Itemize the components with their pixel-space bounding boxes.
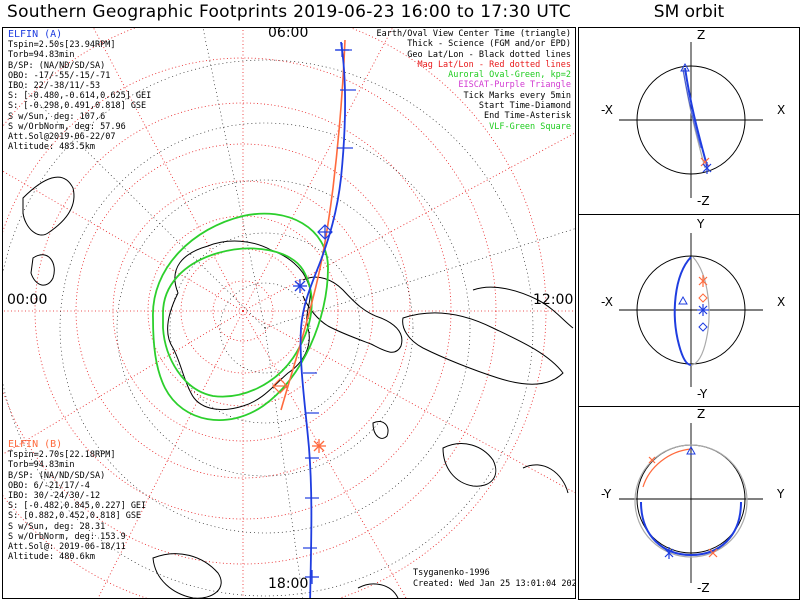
sm-xz-right: X — [777, 103, 786, 117]
center-asterisk-a — [293, 279, 307, 293]
sm-xz-bottom: -Z — [697, 194, 710, 208]
elfin-b-track — [280, 39, 346, 411]
start-diamond-b — [272, 378, 288, 394]
sm-yz-right: Y — [777, 487, 785, 501]
start-diamond-a — [317, 224, 333, 240]
sm-panel-xz: Z -Z -X X — [578, 27, 800, 215]
auroral-oval — [152, 212, 329, 421]
sm-xy-right: X — [777, 295, 786, 309]
elfin-a-line: S w/OrbNorm, deg: 57.96 — [8, 121, 126, 132]
elfin-a-line: Att.Sol@2019-06-22/07 — [8, 132, 116, 143]
plot-title: Southern Geographic Footprints 2019-06-2… — [6, 2, 571, 22]
sm-xy-left: -X — [601, 295, 613, 309]
created-stamp: Created: Wed Jan 25 13:01:04 2023 — [413, 579, 576, 589]
hour-label-left: 00:00 — [7, 292, 48, 308]
sm-panel-yz-canvas — [619, 423, 763, 583]
elfin-b-line: S: [0.882,0.452,0.818] GSE — [8, 511, 142, 522]
elfin-a-line: Tspin=2.50s[23.94RPM] — [8, 40, 116, 51]
top-asterisk — [335, 43, 349, 57]
elfin-a-line: B/SP: (NA/ND/SD/SA) — [8, 60, 106, 71]
elfin-a-line: S w/Sun, deg: 107.6 — [8, 111, 106, 122]
footprint-map: 06:00 00:00 12:00 18:00 Earth/Oval View … — [2, 27, 576, 599]
legend-item: Thick - Science (FGM and/or EPD) — [407, 39, 571, 50]
sm-panel-xy: Y -Y -X X — [578, 214, 800, 407]
elfin-a-track — [299, 41, 347, 598]
elfin-a-line: IBO: 22/-38/11/-53 — [8, 81, 101, 92]
sm-yz-bottom: -Z — [697, 581, 710, 595]
legend-item: Earth/Oval View Center Time (triangle) — [376, 29, 571, 39]
elfin-b-line: Tspin=2.70s[22.18RPM] — [8, 450, 116, 461]
sm-xz-top: Z — [697, 28, 706, 42]
model-credit: Tsyganenko-1996 — [413, 568, 490, 578]
elfin-b-line: S: [-0.482,0.845,0.227] GEI — [8, 501, 147, 512]
elfin-a-line: OBO: -17/-55/-15/-71 — [8, 70, 111, 81]
elfin-b-line: S w/OrbNorm, deg: 153.9 — [8, 531, 126, 542]
legend-item: End Time-Asterisk — [484, 111, 571, 122]
legend-item: Tick Marks every 5min — [463, 90, 571, 101]
elfin-b-line: Altitude: 480.6km — [8, 552, 95, 563]
elfin-b-line: Att.Sol@: 2019-06-18/11 — [8, 542, 126, 553]
legend-item: VLF-Green Square — [489, 121, 571, 132]
elfin-b-info: ELFIN (B) Tspin=2.70s[22.18RPM] Torb=94.… — [8, 439, 147, 563]
elfin-a-line: S: [-0.480,-0.614,0.625] GEI — [8, 91, 152, 102]
sm-xz-left: -X — [601, 103, 613, 117]
bottom-asterisk — [305, 570, 319, 584]
sm-panel-xz-canvas — [619, 42, 763, 198]
sm-panel-yz: Z -Z -Y Y — [578, 406, 800, 600]
elfin-a-line: S: [-0.298,0.491,0.818] GSE — [8, 101, 147, 112]
footprint-map-canvas — [3, 28, 575, 598]
legend-item: Auroral Oval-Green, kp=2 — [448, 70, 571, 81]
hour-label-top: 06:00 — [268, 27, 309, 41]
elfin-a-info: ELFIN (A) Tspin=2.50s[23.94RPM] Torb=94.… — [8, 29, 152, 153]
elfin-a-line: Torb=94.83min — [8, 50, 75, 61]
legend-item: EISCAT-Purple Triangle — [458, 80, 571, 91]
elfin-b-line: IBO: 30/-24/30/-12 — [8, 491, 101, 502]
sm-xy-top: Y — [697, 217, 705, 231]
elfin-b-name: ELFIN (B) — [8, 439, 63, 450]
elfin-b-line: Torb=94.83min — [8, 460, 75, 471]
elfin-b-line: B/SP: (NA/ND/SD/SA) — [8, 470, 106, 481]
sm-panel-xy-canvas — [619, 233, 763, 387]
sm-orbit-title: SM orbit — [653, 2, 725, 22]
legend: Earth/Oval View Center Time (triangle) T… — [377, 29, 571, 132]
elfin-b-line: S w/Sun, deg: 28.31 — [8, 521, 106, 532]
elfin-b-line: OBO: 6/-21/17/-4 — [8, 480, 90, 491]
coastlines — [22, 176, 574, 598]
legend-item: Start Time-Diamond — [478, 101, 571, 112]
legend-item: Geo Lat/Lon - Black dotted lines — [407, 49, 571, 60]
legend-item: Mag Lat/Lon - Red dotted lines — [417, 59, 571, 70]
hour-label-bottom: 18:00 — [268, 576, 309, 592]
geo-lat-lon-grid — [3, 28, 575, 598]
sm-yz-top: Z — [697, 407, 706, 421]
hour-label-right: 12:00 — [533, 292, 574, 308]
sm-yz-left: -Y — [601, 487, 612, 501]
end-asterisk-b — [312, 439, 326, 453]
elfin-a-name: ELFIN (A) — [8, 29, 63, 40]
sm-xy-bottom: -Y — [697, 387, 708, 401]
elfin-a-line: Altitude: 483.5km — [8, 142, 95, 153]
